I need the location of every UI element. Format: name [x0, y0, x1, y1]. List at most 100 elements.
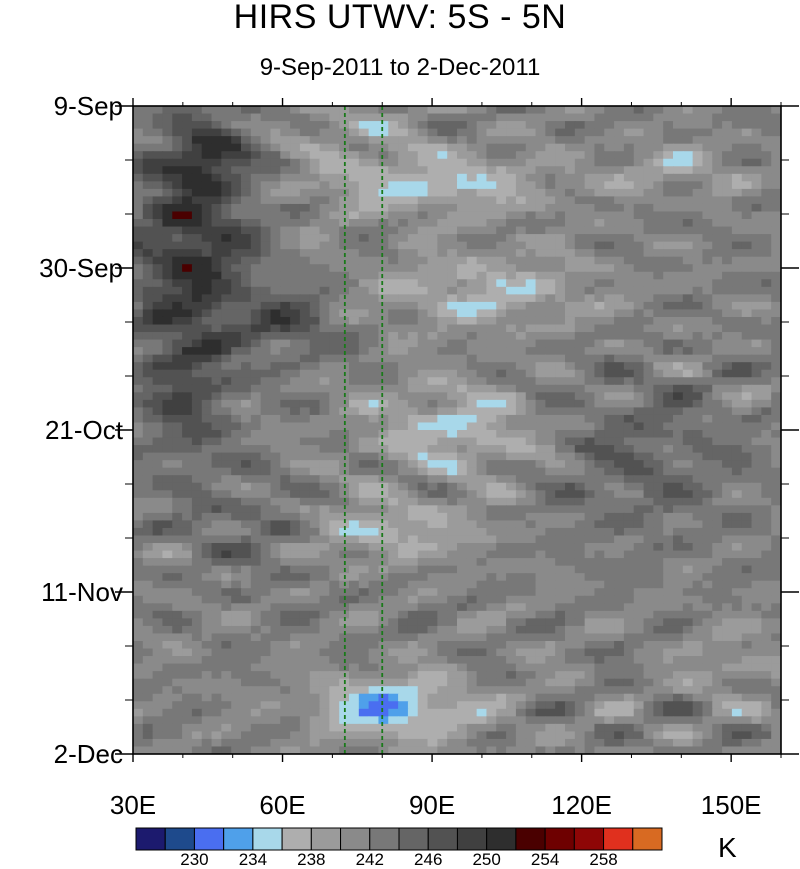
- field-cell: [398, 588, 409, 597]
- field-cell: [358, 106, 370, 115]
- field-cell: [643, 158, 654, 167]
- field-cell: [319, 113, 330, 122]
- field-cell: [653, 625, 664, 635]
- field-cell: [378, 264, 389, 273]
- field-cell: [466, 301, 478, 311]
- field-cell: [731, 520, 743, 529]
- field-cell: [182, 151, 193, 160]
- field-cell: [555, 113, 566, 122]
- field-cell: [692, 279, 704, 288]
- field-cell: [437, 414, 448, 424]
- field-cell: [633, 158, 645, 167]
- field-cell: [211, 656, 222, 665]
- field-cell: [574, 490, 586, 499]
- field-cell: [515, 414, 527, 424]
- field-cell: [299, 362, 311, 371]
- field-cell: [280, 128, 291, 137]
- field-cell: [427, 136, 438, 145]
- field-cell: [133, 121, 144, 130]
- field-cell: [368, 603, 380, 612]
- field-cell: [270, 543, 281, 552]
- field-cell: [751, 188, 762, 198]
- field-cell: [182, 377, 193, 386]
- field-cell: [349, 294, 360, 303]
- field-cell: [241, 203, 252, 213]
- field-cell: [358, 286, 370, 295]
- field-cell: [211, 520, 222, 529]
- field-cell: [427, 181, 438, 190]
- field-cell: [191, 565, 203, 574]
- field-cell: [496, 377, 507, 386]
- field-cell: [692, 663, 704, 672]
- field-cell: [142, 354, 154, 363]
- field-cell: [368, 271, 380, 280]
- field-cell: [152, 497, 164, 506]
- field-cell: [614, 422, 625, 431]
- field-cell: [692, 196, 704, 205]
- field-cell: [692, 106, 704, 115]
- field-cell: [241, 196, 252, 205]
- field-cell: [133, 490, 144, 499]
- field-cell: [407, 640, 419, 650]
- field-cell: [142, 226, 154, 235]
- field-cell: [280, 309, 291, 318]
- field-cell: [584, 437, 596, 446]
- field-cell: [525, 399, 537, 408]
- field-cell: [221, 648, 232, 657]
- field-cell: [182, 128, 193, 137]
- field-cell: [712, 294, 723, 303]
- field-cell: [466, 166, 478, 175]
- field-cell: [574, 332, 586, 341]
- field-cell: [437, 316, 448, 326]
- field-cell: [437, 656, 448, 665]
- field-cell: [407, 354, 419, 363]
- field-cell: [280, 618, 291, 627]
- field-cell: [388, 543, 399, 552]
- field-cell: [270, 656, 281, 665]
- field-cell: [673, 264, 684, 273]
- field-cell: [417, 339, 429, 348]
- field-cell: [319, 430, 330, 439]
- field-cell: [535, 249, 546, 258]
- field-cell: [663, 580, 674, 589]
- field-cell: [771, 452, 781, 461]
- field-cell: [506, 603, 517, 612]
- field-cell: [574, 294, 586, 303]
- field-cell: [633, 226, 645, 235]
- field-cell: [378, 121, 389, 130]
- field-cell: [339, 422, 350, 431]
- field-cell: [142, 573, 154, 582]
- field-cell: [201, 324, 213, 333]
- field-cell: [771, 226, 781, 235]
- field-cell: [447, 565, 458, 574]
- field-cell: [231, 264, 242, 273]
- field-cell: [574, 452, 586, 461]
- field-cell: [623, 196, 635, 205]
- field-cell: [182, 452, 193, 461]
- field-cell: [231, 437, 242, 446]
- field-cell: [525, 324, 537, 333]
- field-cell: [476, 437, 488, 446]
- field-cell: [231, 301, 242, 311]
- field-cell: [407, 226, 419, 235]
- field-cell: [731, 437, 743, 446]
- field-cell: [565, 241, 576, 250]
- field-cell: [761, 414, 772, 424]
- field-cell: [388, 369, 399, 378]
- field-cell: [358, 467, 370, 476]
- field-cell: [731, 505, 743, 514]
- field-cell: [751, 460, 762, 469]
- field-cell: [466, 332, 478, 341]
- field-cell: [407, 671, 419, 680]
- field-cell: [771, 196, 781, 205]
- field-cell: [653, 588, 664, 597]
- field-cell: [496, 121, 507, 130]
- field-cell: [368, 490, 380, 499]
- field-cell: [221, 414, 232, 424]
- field-cell: [506, 203, 517, 213]
- field-cell: [741, 113, 753, 122]
- field-cell: [329, 196, 340, 205]
- field-cell: [506, 437, 517, 446]
- field-cell: [152, 422, 164, 431]
- field-cell: [319, 588, 330, 597]
